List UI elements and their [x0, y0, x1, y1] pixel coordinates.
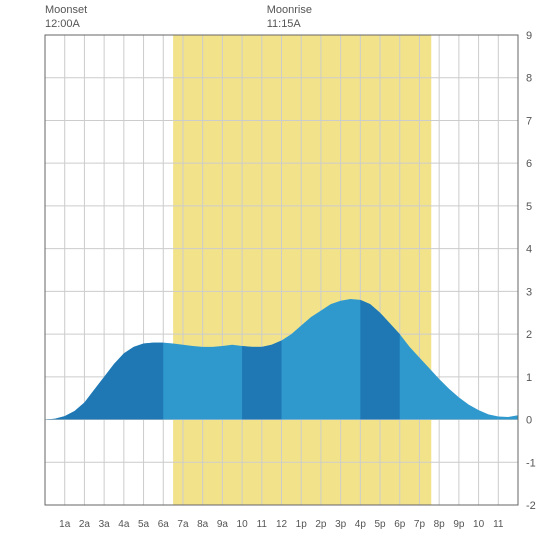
y-tick-label: 2 — [526, 329, 532, 341]
y-tick-label: -2 — [526, 500, 536, 512]
x-tick-label: 8a — [197, 519, 209, 530]
x-tick-label: 5p — [374, 519, 386, 530]
y-tick-label: 7 — [526, 115, 532, 127]
x-tick-label: 9p — [453, 519, 465, 530]
y-tick-label: 4 — [526, 244, 532, 256]
x-tick-label: 7p — [414, 519, 426, 530]
x-tick-label: 9a — [217, 519, 229, 530]
moonrise-time: 11:15A — [267, 17, 312, 31]
x-tick-label: 7a — [177, 519, 189, 530]
y-tick-label: 1 — [526, 372, 532, 384]
x-tick-label: 1a — [59, 519, 71, 530]
chart-svg: -2-101234567891a2a3a4a5a6a7a8a9a1011121p… — [0, 0, 550, 550]
x-tick-label: 1p — [296, 519, 308, 530]
x-tick-label: 11 — [493, 519, 504, 530]
x-tick-label: 10 — [473, 519, 485, 530]
x-tick-label: 4p — [355, 519, 367, 530]
x-tick-label: 6p — [394, 519, 406, 530]
moonset-label: Moonset — [45, 3, 87, 17]
y-tick-label: 8 — [526, 73, 532, 85]
y-tick-label: 6 — [526, 158, 532, 170]
y-tick-label: 3 — [526, 286, 532, 298]
moonrise-label: Moonrise — [267, 3, 312, 17]
y-tick-label: 9 — [526, 30, 532, 42]
x-tick-label: 5a — [138, 519, 150, 530]
x-tick-label: 2a — [79, 519, 91, 530]
x-tick-label: 12 — [276, 519, 288, 530]
y-tick-label: 0 — [526, 415, 532, 427]
x-tick-label: 3a — [99, 519, 111, 530]
x-tick-label: 3p — [335, 519, 347, 530]
y-tick-label: 5 — [526, 201, 532, 213]
moonset-time: 12:00A — [45, 17, 87, 31]
tide-area-segment — [242, 341, 281, 420]
y-tick-label: -1 — [526, 457, 536, 469]
moonrise-annotation: Moonrise 11:15A — [267, 3, 312, 32]
x-tick-label: 2p — [315, 519, 327, 530]
x-tick-label: 4a — [118, 519, 130, 530]
x-tick-label: 6a — [158, 519, 170, 530]
daylight-band — [173, 35, 431, 505]
x-tick-label: 10 — [237, 519, 249, 530]
x-tick-label: 11 — [257, 519, 268, 530]
moonset-annotation: Moonset 12:00A — [45, 3, 87, 32]
tide-chart: Moonset 12:00A Moonrise 11:15A -2-101234… — [0, 0, 550, 550]
x-tick-label: 8p — [434, 519, 446, 530]
